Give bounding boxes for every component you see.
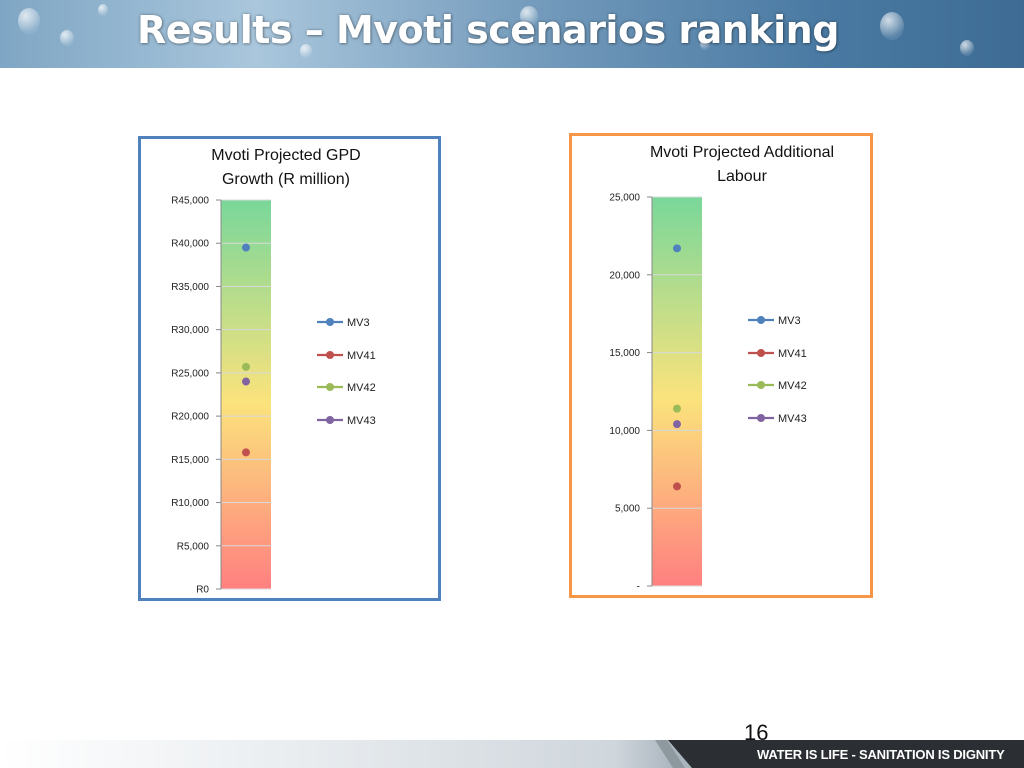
chart-title-line: Mvoti Projected Additional <box>650 144 834 161</box>
footer-slogan: WATER IS LIFE - SANITATION IS DIGNITY <box>757 747 1005 762</box>
legend-item-mv41: MV41 <box>317 350 376 362</box>
gdp-growth-chart: Mvoti Projected GPD Growth (R million) R0 R… <box>171 147 376 596</box>
data-point-mv43 <box>673 420 681 429</box>
gradient-column <box>652 197 702 586</box>
footer-dark-band <box>668 740 1024 768</box>
chart-title-line: Mvoti Projected GPD <box>211 147 360 164</box>
chart-title-line: Labour <box>717 168 767 185</box>
legend-marker <box>757 316 765 324</box>
legend-item-mv41: MV41 <box>748 348 807 360</box>
y-tick-label: R0 <box>196 585 209 596</box>
legend-label: MV3 <box>778 315 801 327</box>
data-point-mv3 <box>242 243 250 252</box>
data-point-mv41 <box>242 448 250 457</box>
legend-marker <box>757 381 765 389</box>
legend-item-mv3: MV3 <box>317 317 370 329</box>
data-point-mv42 <box>242 362 250 371</box>
y-tick-label: R5,000 <box>177 541 210 552</box>
y-tick-label: R45,000 <box>171 196 209 207</box>
water-drop-decoration <box>700 38 710 50</box>
y-tick-label: R20,000 <box>171 412 209 423</box>
legend-label: MV42 <box>347 382 376 394</box>
water-drop-decoration <box>520 6 538 26</box>
legend-item-mv42: MV42 <box>317 382 376 394</box>
legend-marker <box>326 351 334 359</box>
gdp-chart-frame: Mvoti Projected GPD Growth (R million) R0 R… <box>138 136 441 601</box>
legend-item-mv43: MV43 <box>317 415 376 427</box>
y-tick-label: 15,000 <box>609 348 640 359</box>
legend-item-mv3: MV3 <box>748 315 801 327</box>
y-tick-label: R10,000 <box>171 498 209 509</box>
water-drop-decoration <box>880 12 904 40</box>
data-point-mv43 <box>242 377 250 386</box>
legend-label: MV41 <box>778 348 807 360</box>
legend-marker <box>326 383 334 391</box>
legend-label: MV41 <box>347 350 376 362</box>
water-drop-decoration <box>300 44 312 58</box>
legend-label: MV43 <box>778 413 807 425</box>
y-tick-label: 25,000 <box>609 193 640 204</box>
gradient-column <box>221 200 271 589</box>
y-tick-label: R15,000 <box>171 455 209 466</box>
chart-title-line: Growth (R million) <box>222 171 350 188</box>
water-drop-decoration <box>98 4 108 16</box>
y-tick-label: R25,000 <box>171 368 209 379</box>
y-tick-label: R35,000 <box>171 282 209 293</box>
y-tick-label: - <box>637 582 640 593</box>
data-point-mv41 <box>673 482 681 491</box>
legend-item-mv42: MV42 <box>748 380 807 392</box>
legend-label: MV42 <box>778 380 807 392</box>
water-drop-decoration <box>18 8 40 34</box>
y-tick-label: R40,000 <box>171 239 209 250</box>
data-point-mv42 <box>673 404 681 413</box>
y-tick-label: 5,000 <box>615 504 640 515</box>
legend-marker <box>326 318 334 326</box>
water-drop-decoration <box>960 40 974 56</box>
y-tick-label: 20,000 <box>609 270 640 281</box>
water-drop-decoration <box>60 30 74 46</box>
header-banner: Results – Mvoti scenarios ranking <box>0 0 1024 68</box>
data-point-mv3 <box>673 244 681 253</box>
additional-labour-chart: Mvoti Projected Additional Labour - 5,000 10… <box>609 144 834 593</box>
slide-title: Results – Mvoti scenarios ranking <box>137 8 839 52</box>
y-tick-label: R30,000 <box>171 325 209 336</box>
legend-marker <box>757 414 765 422</box>
legend-item-mv43: MV43 <box>748 413 807 425</box>
labour-chart-frame: Mvoti Projected Additional Labour - 5,000 10… <box>569 133 873 598</box>
legend-label: MV43 <box>347 415 376 427</box>
legend-marker <box>757 349 765 357</box>
legend-marker <box>326 416 334 424</box>
y-tick-label: 10,000 <box>609 426 640 437</box>
legend-label: MV3 <box>347 317 370 329</box>
